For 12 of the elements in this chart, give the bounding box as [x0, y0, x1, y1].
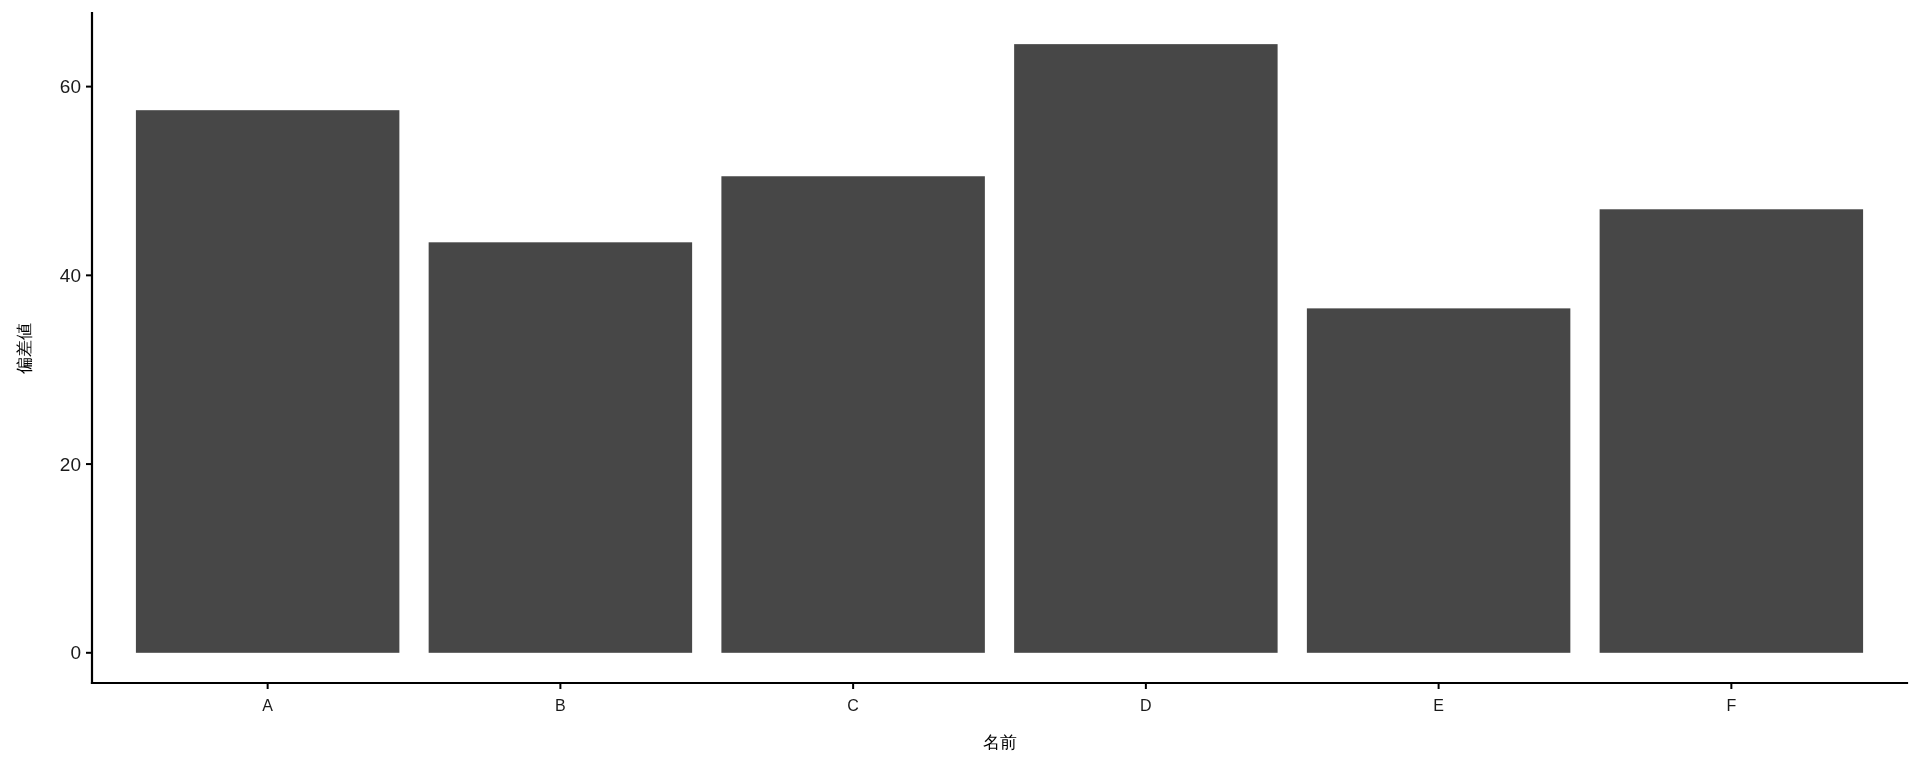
x-tick-label: F [1726, 696, 1737, 714]
x-axis-title: 名前 [982, 732, 1017, 752]
y-tick-label: 0 [70, 642, 81, 664]
x-tick-label: E [1433, 696, 1444, 714]
x-tick-label: B [555, 696, 566, 714]
y-tick-label: 40 [59, 264, 81, 286]
x-tick-label: C [847, 696, 859, 714]
y-tick-label: 20 [59, 453, 81, 475]
x-tick-label: A [262, 696, 274, 714]
y-axis-title: 偏差値 [14, 322, 34, 374]
x-tick-label: D [1140, 696, 1152, 714]
y-tick-label: 60 [59, 76, 81, 98]
